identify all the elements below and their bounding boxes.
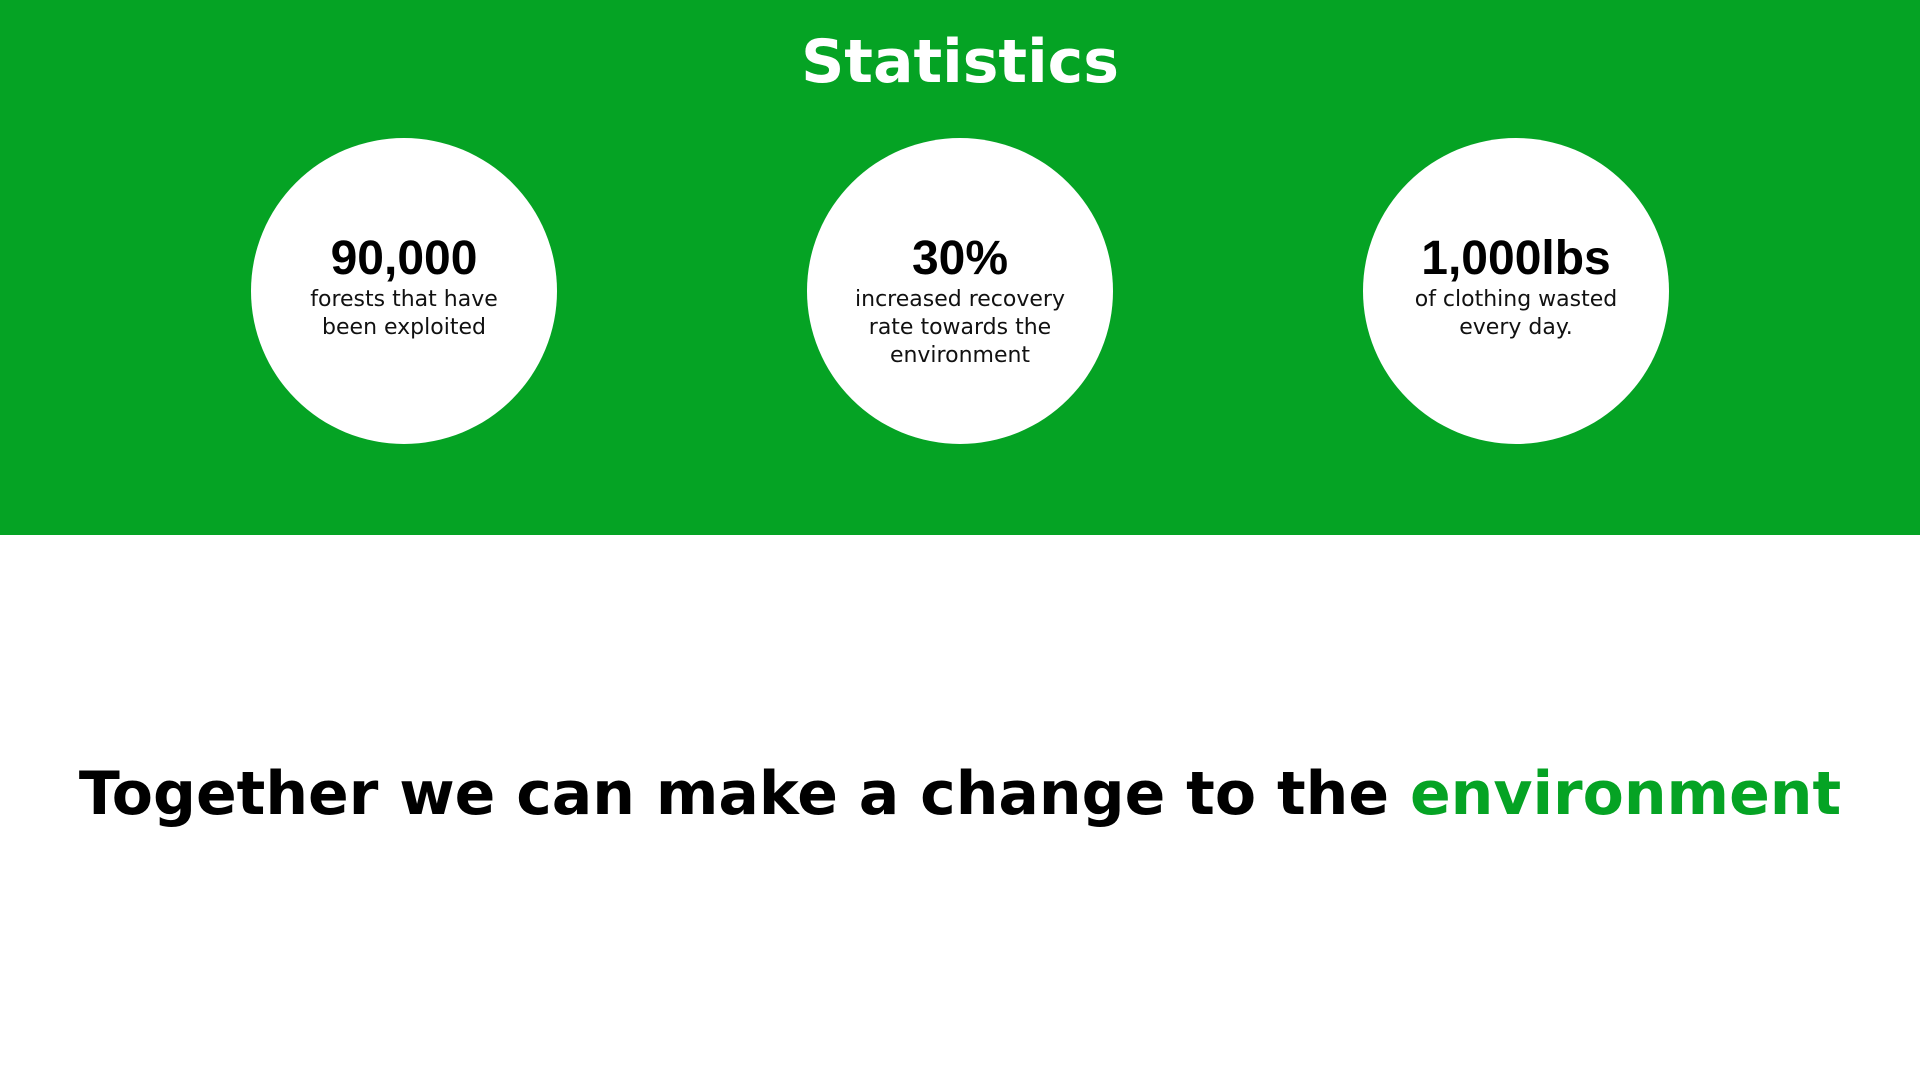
stat-value: 90,000: [330, 232, 478, 285]
stat-card-clothing: 1,000lbs of clothing wasted every day.: [1363, 138, 1669, 444]
cta-text: Together we can make a change to the: [78, 759, 1390, 829]
statistics-section: Statistics 90,000 forests that have been…: [0, 0, 1920, 535]
call-to-action-heading: Together we can make a change to the env…: [0, 752, 1920, 836]
stat-description: forests that have been exploited: [310, 287, 498, 340]
statistics-title: Statistics: [801, 27, 1119, 97]
stat-value: 30%: [911, 232, 1009, 285]
stat-value: 1,000lbs: [1421, 232, 1611, 285]
stat-description: increased recovery rate towards the envi…: [855, 287, 1065, 368]
stat-card-forests: 90,000 forests that have been exploited: [251, 138, 557, 444]
stat-description: of clothing wasted every day.: [1414, 287, 1618, 340]
stat-card-recovery: 30% increased recovery rate towards the …: [807, 138, 1113, 444]
cta-highlight: environment: [1409, 759, 1842, 829]
